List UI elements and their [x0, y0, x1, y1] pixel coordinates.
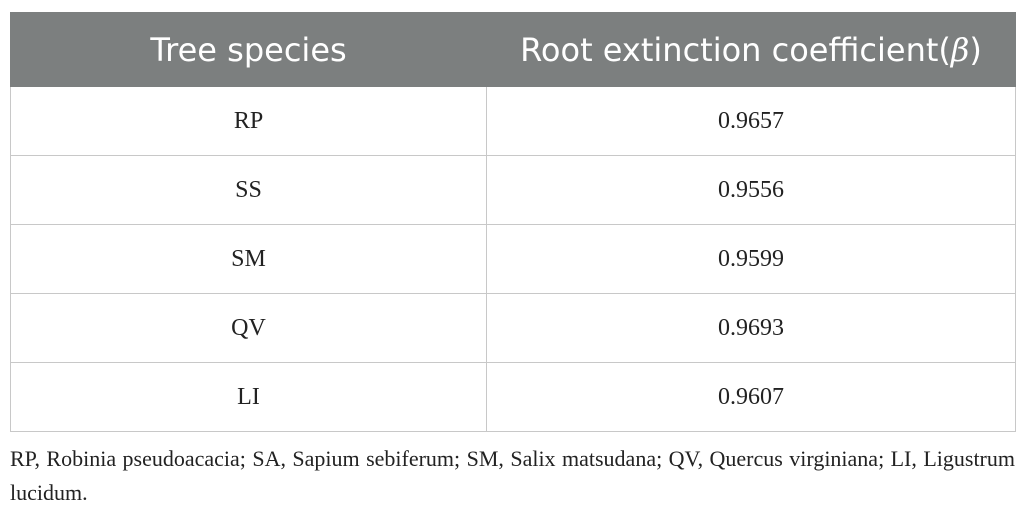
- table-body: RP 0.9657 SS 0.9556 SM 0.9599 QV 0.9693 …: [10, 86, 1016, 432]
- table-row: LI 0.9607: [10, 362, 1016, 432]
- cell-coefficient: 0.9657: [486, 86, 1016, 156]
- cell-species: RP: [10, 86, 487, 156]
- table-row: RP 0.9657: [10, 86, 1016, 156]
- table-footnote: RP, Robinia pseudoacacia; SA, Sapium seb…: [10, 446, 1015, 505]
- data-table-container: Tree species Root extinction coefficient…: [10, 12, 1016, 432]
- header-coefficient-suffix: ): [969, 30, 982, 69]
- cell-species: SM: [10, 224, 487, 294]
- table-row: SS 0.9556: [10, 155, 1016, 225]
- cell-species: QV: [10, 293, 487, 363]
- beta-symbol: β: [950, 30, 970, 69]
- cell-coefficient: 0.9607: [486, 362, 1016, 432]
- cell-coefficient: 0.9693: [486, 293, 1016, 363]
- table-row: QV 0.9693: [10, 293, 1016, 363]
- table-header: Tree species Root extinction coefficient…: [10, 12, 1016, 87]
- cell-species: LI: [10, 362, 487, 432]
- root-extinction-table: Tree species Root extinction coefficient…: [10, 12, 1016, 432]
- header-tree-species: Tree species: [10, 12, 487, 87]
- cell-species: SS: [10, 155, 487, 225]
- header-root-extinction-coefficient: Root extinction coefficient(β): [486, 12, 1016, 87]
- cell-coefficient: 0.9599: [486, 224, 1016, 294]
- header-coefficient-prefix: Root extinction coefficient(: [520, 30, 951, 69]
- table-row: SM 0.9599: [10, 224, 1016, 294]
- cell-coefficient: 0.9556: [486, 155, 1016, 225]
- header-row: Tree species Root extinction coefficient…: [10, 12, 1016, 87]
